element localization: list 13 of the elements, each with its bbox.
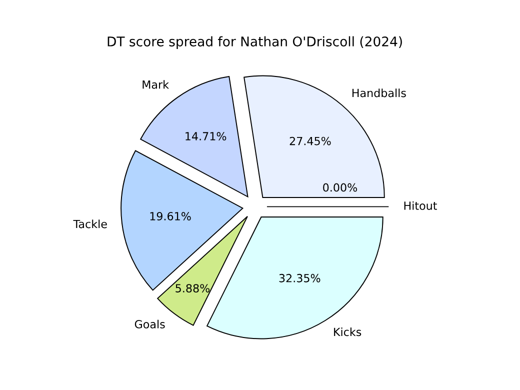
data-label: 14.71%	[186, 132, 226, 140]
slice-label: Mark	[142, 80, 169, 89]
chart-title: DT score spread for Nathan O'Driscoll (2024)	[108, 36, 402, 50]
data-label: 19.61%	[150, 212, 191, 220]
data-label: 5.88%	[176, 284, 210, 292]
category-label: Hitout	[404, 201, 437, 210]
data-label: 32.35%	[279, 274, 320, 282]
slice-label: Kicks	[334, 328, 362, 336]
slice-label: Goals	[134, 320, 165, 328]
slice-label: Handballs	[352, 88, 406, 98]
text: 0.00%	[323, 183, 358, 192]
data-label: 27.45%	[290, 136, 331, 146]
slice-label: Tackle	[73, 220, 107, 228]
